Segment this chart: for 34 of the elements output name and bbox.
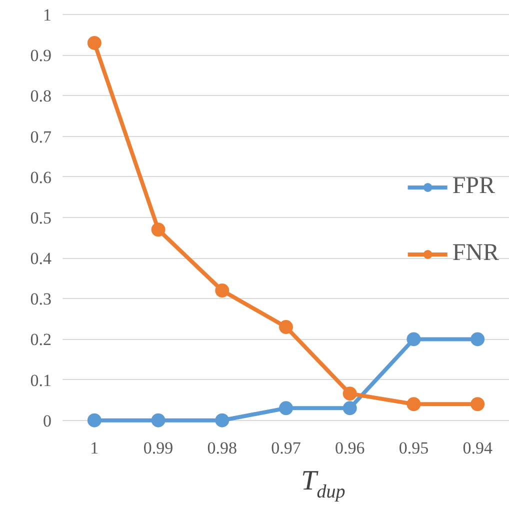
x-tick-label: 0.99 <box>143 438 174 458</box>
point <box>87 36 102 50</box>
point <box>406 332 421 346</box>
x-tick-label: 0.94 <box>462 438 493 458</box>
point <box>279 320 293 334</box>
x-tick-label: 1 <box>90 438 99 458</box>
legend-label: FPR <box>452 173 496 200</box>
y-tick-label: 1 <box>43 6 52 25</box>
y-tick-label: 0.2 <box>30 330 52 350</box>
y-tick-label: 0.1 <box>30 370 52 390</box>
point <box>470 332 485 346</box>
x-tick-label: 0.97 <box>271 438 302 458</box>
legend-label: FNR <box>452 240 499 267</box>
point <box>151 222 166 237</box>
y-tick-label: 0.6 <box>30 168 52 187</box>
y-tick-label: 0 <box>43 411 52 430</box>
point <box>470 397 485 412</box>
point <box>342 401 357 416</box>
point <box>215 284 230 298</box>
x-tick-label: 0.95 <box>398 438 429 458</box>
point <box>279 401 293 416</box>
y-tick-label: 0.9 <box>30 46 52 66</box>
x-tick-label: 0.98 <box>207 438 238 458</box>
y-tick-label: 0.4 <box>30 249 52 268</box>
y-tick-label: 0.5 <box>30 208 52 228</box>
point <box>342 386 357 401</box>
point <box>406 397 421 412</box>
y-tick-label: 0.8 <box>30 86 52 106</box>
y-tick-label: 0.3 <box>30 290 52 309</box>
point <box>215 413 230 428</box>
point <box>87 413 102 428</box>
y-tick-label: 0.7 <box>30 127 52 146</box>
point <box>151 413 166 428</box>
x-tick-label: 0.96 <box>334 438 365 458</box>
